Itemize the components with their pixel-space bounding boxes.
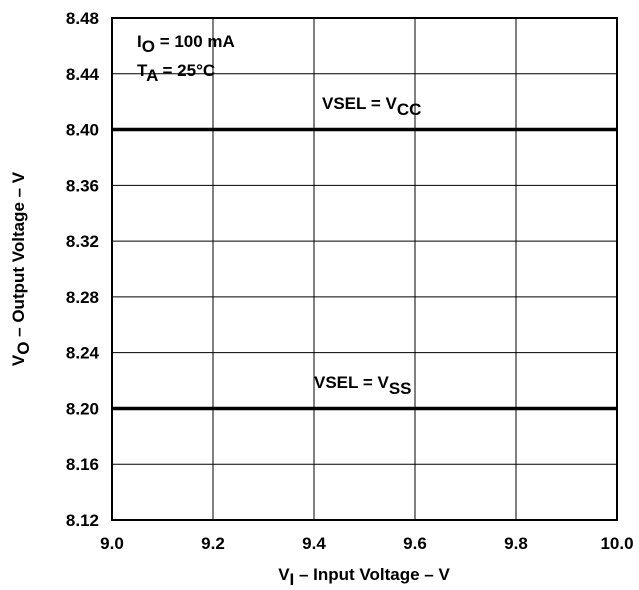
x-tick-label: 9.2: [201, 534, 225, 553]
y-tick-label: 8.28: [66, 288, 99, 307]
condition-current: IO = 100 mA: [137, 32, 235, 56]
x-tick-label: 9.0: [100, 534, 124, 553]
y-tick-label: 8.16: [66, 455, 99, 474]
x-tick-label: 9.6: [403, 534, 427, 553]
y-tick-label: 8.24: [66, 344, 100, 363]
y-tick-labels: 8.12 8.16 8.20 8.24 8.28 8.32 8.36 8.40 8.44 8.48: [66, 9, 100, 530]
y-tick-label: 8.36: [66, 176, 99, 195]
x-tick-label: 10.0: [600, 534, 633, 553]
series-label-vss: VSEL = VSS: [314, 373, 412, 398]
y-tick-label: 8.44: [66, 65, 100, 84]
x-tick-label: 9.8: [504, 534, 528, 553]
y-tick-label: 8.40: [66, 121, 99, 140]
series-label-vcc: VSEL = VCC: [322, 94, 421, 119]
series-group: [112, 127, 617, 411]
plot-frame: [111, 17, 618, 521]
x-axis-label: VI – Input Voltage – V: [278, 565, 450, 589]
y-tick-label: 8.12: [66, 511, 99, 530]
y-tick-label: 8.48: [66, 9, 99, 28]
y-tick-label: 8.32: [66, 232, 99, 251]
y-tick-label: 8.20: [66, 399, 99, 418]
x-tick-labels: 9.0 9.2 9.4 9.6 9.8 10.0: [100, 534, 633, 553]
condition-temperature: TA = 25°C: [137, 61, 215, 85]
y-axis-label: VO – Output Voltage – V: [9, 171, 33, 366]
x-tick-label: 9.4: [302, 534, 326, 553]
